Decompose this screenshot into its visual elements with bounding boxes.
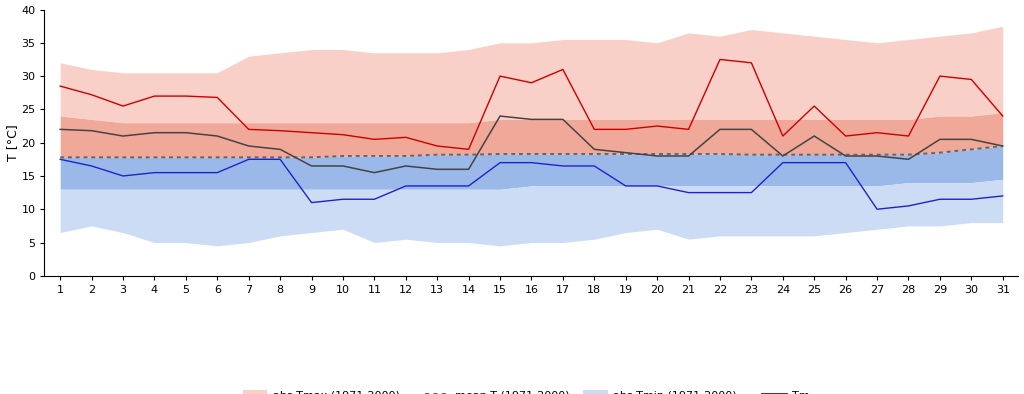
- Y-axis label: T [°C]: T [°C]: [5, 124, 18, 161]
- Legend: abs Tmax (1971-2000), mean Tmax (1971-2000), mean T (1971-2000), Tmax, abs Tmin : abs Tmax (1971-2000), mean Tmax (1971-20…: [239, 386, 824, 394]
